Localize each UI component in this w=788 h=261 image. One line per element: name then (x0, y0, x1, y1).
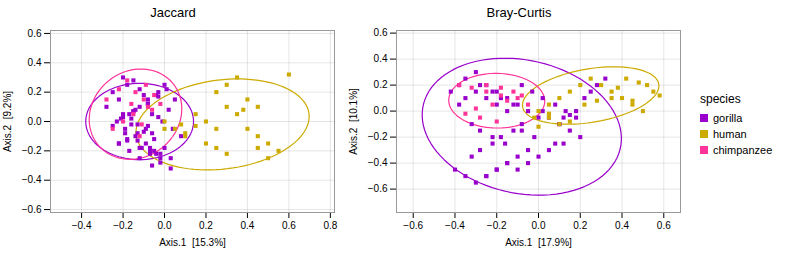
svg-text:0.6: 0.6 (28, 28, 42, 39)
svg-text:−0.4: −0.4 (72, 220, 92, 231)
svg-text:−0.2: −0.2 (22, 145, 42, 156)
html-text:human: human (713, 128, 747, 140)
svg-text:0.2: 0.2 (28, 86, 42, 97)
svg-text:0.6: 0.6 (657, 220, 671, 231)
svg-text:−0.4: −0.4 (368, 157, 388, 168)
svg-text:−0.4: −0.4 (22, 174, 42, 185)
svg-text:0.4: 0.4 (240, 220, 254, 231)
svg-text:0.6: 0.6 (282, 220, 296, 231)
svg-text:0.0: 0.0 (158, 220, 172, 231)
svg-text:0.8: 0.8 (323, 220, 337, 231)
svg-text:Axis.2 [9.2%]: Axis.2 [9.2%] (2, 91, 13, 152)
svg-text:−0.6: −0.6 (368, 183, 388, 194)
html-text:Jaccard: Jaccard (150, 5, 196, 20)
svg-text:0.4: 0.4 (615, 220, 629, 231)
html-text:chimpanzee: chimpanzee (713, 144, 773, 156)
html-text:gorilla: gorilla (713, 112, 743, 124)
svg-text:0.2: 0.2 (374, 79, 388, 90)
svg-text:−0.6: −0.6 (22, 204, 42, 215)
svg-text:Axis.1 [17.9%]: Axis.1 [17.9%] (505, 237, 572, 248)
svg-text:0.0: 0.0 (28, 116, 42, 127)
svg-text:0.0: 0.0 (374, 105, 388, 116)
svg-text:0.0: 0.0 (532, 220, 546, 231)
svg-text:0.4: 0.4 (28, 57, 42, 68)
svg-text:−0.2: −0.2 (113, 220, 133, 231)
svg-text:Axis.1 [15.3%]: Axis.1 [15.3%] (159, 237, 226, 248)
svg-text:−0.2: −0.2 (487, 220, 507, 231)
svg-text:0.2: 0.2 (199, 220, 213, 231)
svg-text:−0.2: −0.2 (368, 131, 388, 142)
svg-text:Axis.2 [10.1%]: Axis.2 [10.1%] (348, 88, 359, 155)
svg-text:−0.4: −0.4 (445, 220, 465, 231)
svg-text:0.6: 0.6 (374, 27, 388, 38)
svg-text:0.4: 0.4 (374, 53, 388, 64)
svg-text:0.2: 0.2 (573, 220, 587, 231)
html-text:Bray-Curtis: Bray-Curtis (486, 5, 552, 20)
svg-text:−0.6: −0.6 (403, 220, 423, 231)
html-text:species: species (700, 92, 741, 106)
